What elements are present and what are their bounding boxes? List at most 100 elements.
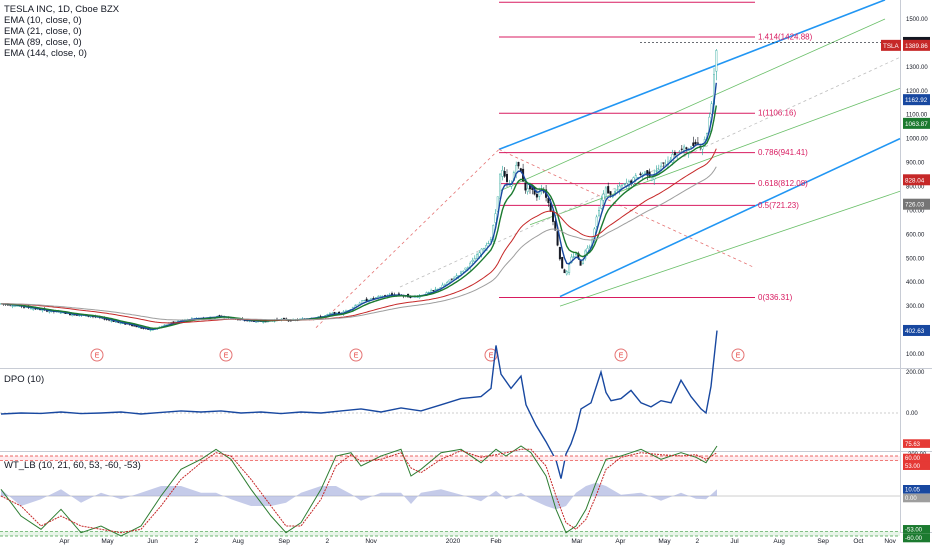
time-tick-label: Nov	[884, 538, 896, 545]
ema-10-legend[interactable]: EMA (10, close, 0)	[4, 15, 82, 26]
price-tag-box	[903, 39, 930, 51]
candle-body	[473, 258, 476, 262]
candle-body	[650, 177, 653, 181]
candle-body	[595, 216, 598, 227]
candle-body	[646, 170, 649, 176]
time-tick-label: Sep	[817, 538, 829, 545]
time-tick-label: Apr	[59, 538, 70, 545]
candle-body	[427, 291, 430, 293]
candle-body	[71, 314, 74, 317]
price-tag-box	[903, 94, 930, 106]
candle-body	[598, 210, 601, 216]
candle-body	[558, 247, 561, 260]
wt-value-tag-text: 60.00	[905, 456, 921, 462]
symbol-title[interactable]: TESLA INC, 1D, Cboe BZX	[4, 4, 120, 15]
candle-body	[517, 161, 520, 167]
candle-body	[623, 183, 626, 185]
candle-body	[448, 279, 451, 282]
wt-value-tag-text: 53.00	[905, 464, 921, 470]
wt-value-tag	[903, 461, 930, 470]
dpo-tick-label: 200.00	[906, 370, 925, 376]
time-tick-label: 2	[325, 538, 329, 545]
candle-body	[618, 185, 621, 190]
candle-body	[48, 311, 51, 313]
candle-body	[29, 308, 32, 310]
time-tick-label: Jul	[730, 538, 739, 545]
dpo-value-tag	[903, 324, 930, 336]
candle-body	[131, 325, 134, 327]
wt-histogram	[1, 482, 717, 510]
candle-body	[506, 174, 509, 182]
time-tick-label: Aug	[773, 538, 785, 545]
ema-144-line	[1, 166, 717, 321]
candle-body	[391, 293, 394, 295]
price-tag-text: 726.03	[905, 202, 925, 209]
wt-value-tag-text: -60.00	[905, 536, 923, 542]
candle-body	[59, 312, 62, 314]
wt-value-tag	[903, 485, 930, 494]
candle-body	[616, 189, 619, 191]
price-tick-label: 1500.00	[906, 17, 928, 23]
time-tick-label: Nov	[365, 538, 377, 545]
candle-body	[588, 246, 591, 248]
candle-body	[432, 290, 435, 292]
candle-body	[326, 314, 329, 316]
pitchfork-group[interactable]	[315, 0, 901, 328]
time-tick-label: Apr	[615, 538, 626, 545]
time-tick-label: May	[658, 538, 671, 545]
candle-body	[503, 171, 506, 177]
price-tick-label: 1000.00	[906, 137, 928, 143]
wt-pane-label[interactable]: WT_LB (10, 21, 60, 53, -60, -53)	[4, 460, 141, 471]
candle-body	[644, 171, 647, 174]
candle-body	[443, 283, 446, 286]
price-tick-label: 700.00	[906, 208, 925, 214]
price-tag-text: 1389.86	[905, 43, 928, 50]
time-tick-label: Mar	[571, 538, 583, 545]
candle-body	[137, 327, 140, 329]
wt-value-tag-text: 10.05	[905, 488, 921, 494]
candle-body	[602, 193, 605, 201]
candle-body	[561, 257, 564, 269]
earnings-marker-label: E	[224, 353, 229, 360]
candle-body	[262, 321, 265, 323]
time-tick-label: Oct	[853, 538, 863, 545]
candle-body	[563, 269, 566, 274]
candle-body	[328, 313, 331, 315]
candle-body	[690, 146, 693, 148]
time-tick-label: 2020	[446, 538, 461, 545]
earnings-marker-label: E	[95, 353, 100, 360]
ema-21-legend[interactable]: EMA (21, close, 0)	[4, 26, 82, 37]
candle-body	[501, 170, 504, 177]
earnings-marker	[90, 348, 104, 362]
candle-body	[607, 186, 610, 194]
candle-body	[372, 297, 375, 299]
wt-value-tag	[903, 439, 930, 448]
ema-144-legend[interactable]: EMA (144, close, 0)	[4, 48, 87, 59]
pitchfork-inner-line	[498, 18, 886, 192]
time-tick-label: 2	[194, 538, 198, 545]
price-tag-text: TSLA	[883, 43, 900, 50]
candle-body	[32, 308, 35, 310]
fib-level-label: 0(336.31)	[758, 293, 793, 302]
candle-body	[680, 148, 683, 150]
dpo-pane-label[interactable]: DPO (10)	[4, 374, 45, 385]
candle-body	[430, 290, 433, 293]
price-tag-box	[903, 198, 930, 210]
wt-value-tag	[903, 533, 930, 543]
fib-level-label: 1.414(1424.88)	[758, 32, 813, 41]
candle-body	[565, 271, 568, 275]
candle-body	[218, 315, 221, 317]
price-tags: 1402.02TSLA1389.861162.921063.87828.0472…	[881, 36, 930, 210]
dpo-line	[0, 330, 718, 479]
candle-body	[572, 256, 575, 258]
candle-body	[363, 300, 366, 302]
time-tick-label: Feb	[490, 538, 502, 545]
trend-dashed-line	[315, 149, 500, 328]
candle-body	[494, 213, 497, 223]
candle-body	[163, 324, 166, 326]
time-tick-label: May	[101, 538, 114, 545]
ema-89-legend[interactable]: EMA (89, close, 0)	[4, 37, 82, 48]
candle-body	[609, 191, 612, 195]
price-tag-box	[903, 174, 930, 186]
